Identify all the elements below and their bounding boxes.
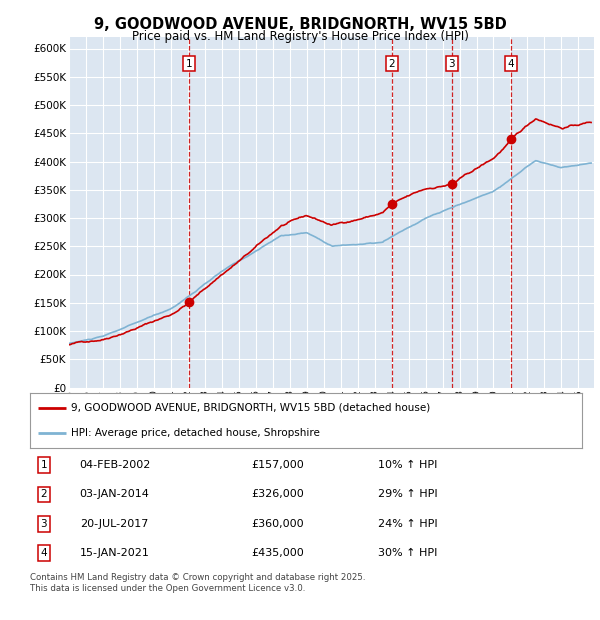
Text: 3: 3 xyxy=(449,59,455,69)
Text: 24% ↑ HPI: 24% ↑ HPI xyxy=(378,518,437,529)
Text: 2: 2 xyxy=(40,489,47,500)
Text: Contains HM Land Registry data © Crown copyright and database right 2025.
This d: Contains HM Land Registry data © Crown c… xyxy=(30,574,365,593)
Text: 15-JAN-2021: 15-JAN-2021 xyxy=(80,547,149,558)
Text: 10% ↑ HPI: 10% ↑ HPI xyxy=(378,460,437,471)
Text: HPI: Average price, detached house, Shropshire: HPI: Average price, detached house, Shro… xyxy=(71,428,320,438)
Text: 1: 1 xyxy=(40,460,47,471)
Text: 03-JAN-2014: 03-JAN-2014 xyxy=(80,489,149,500)
Text: 1: 1 xyxy=(186,59,193,69)
Text: 29% ↑ HPI: 29% ↑ HPI xyxy=(378,489,437,500)
Text: 9, GOODWOOD AVENUE, BRIDGNORTH, WV15 5BD: 9, GOODWOOD AVENUE, BRIDGNORTH, WV15 5BD xyxy=(94,17,506,32)
Text: 30% ↑ HPI: 30% ↑ HPI xyxy=(378,547,437,558)
Text: 9, GOODWOOD AVENUE, BRIDGNORTH, WV15 5BD (detached house): 9, GOODWOOD AVENUE, BRIDGNORTH, WV15 5BD… xyxy=(71,403,431,413)
Text: £360,000: £360,000 xyxy=(251,518,304,529)
Text: 20-JUL-2017: 20-JUL-2017 xyxy=(80,518,148,529)
Text: 2: 2 xyxy=(388,59,395,69)
Text: 3: 3 xyxy=(40,518,47,529)
Text: £157,000: £157,000 xyxy=(251,460,304,471)
Text: 04-FEB-2002: 04-FEB-2002 xyxy=(80,460,151,471)
Text: 4: 4 xyxy=(508,59,514,69)
Text: £435,000: £435,000 xyxy=(251,547,304,558)
Text: £326,000: £326,000 xyxy=(251,489,304,500)
Text: 4: 4 xyxy=(40,547,47,558)
Text: Price paid vs. HM Land Registry's House Price Index (HPI): Price paid vs. HM Land Registry's House … xyxy=(131,30,469,43)
